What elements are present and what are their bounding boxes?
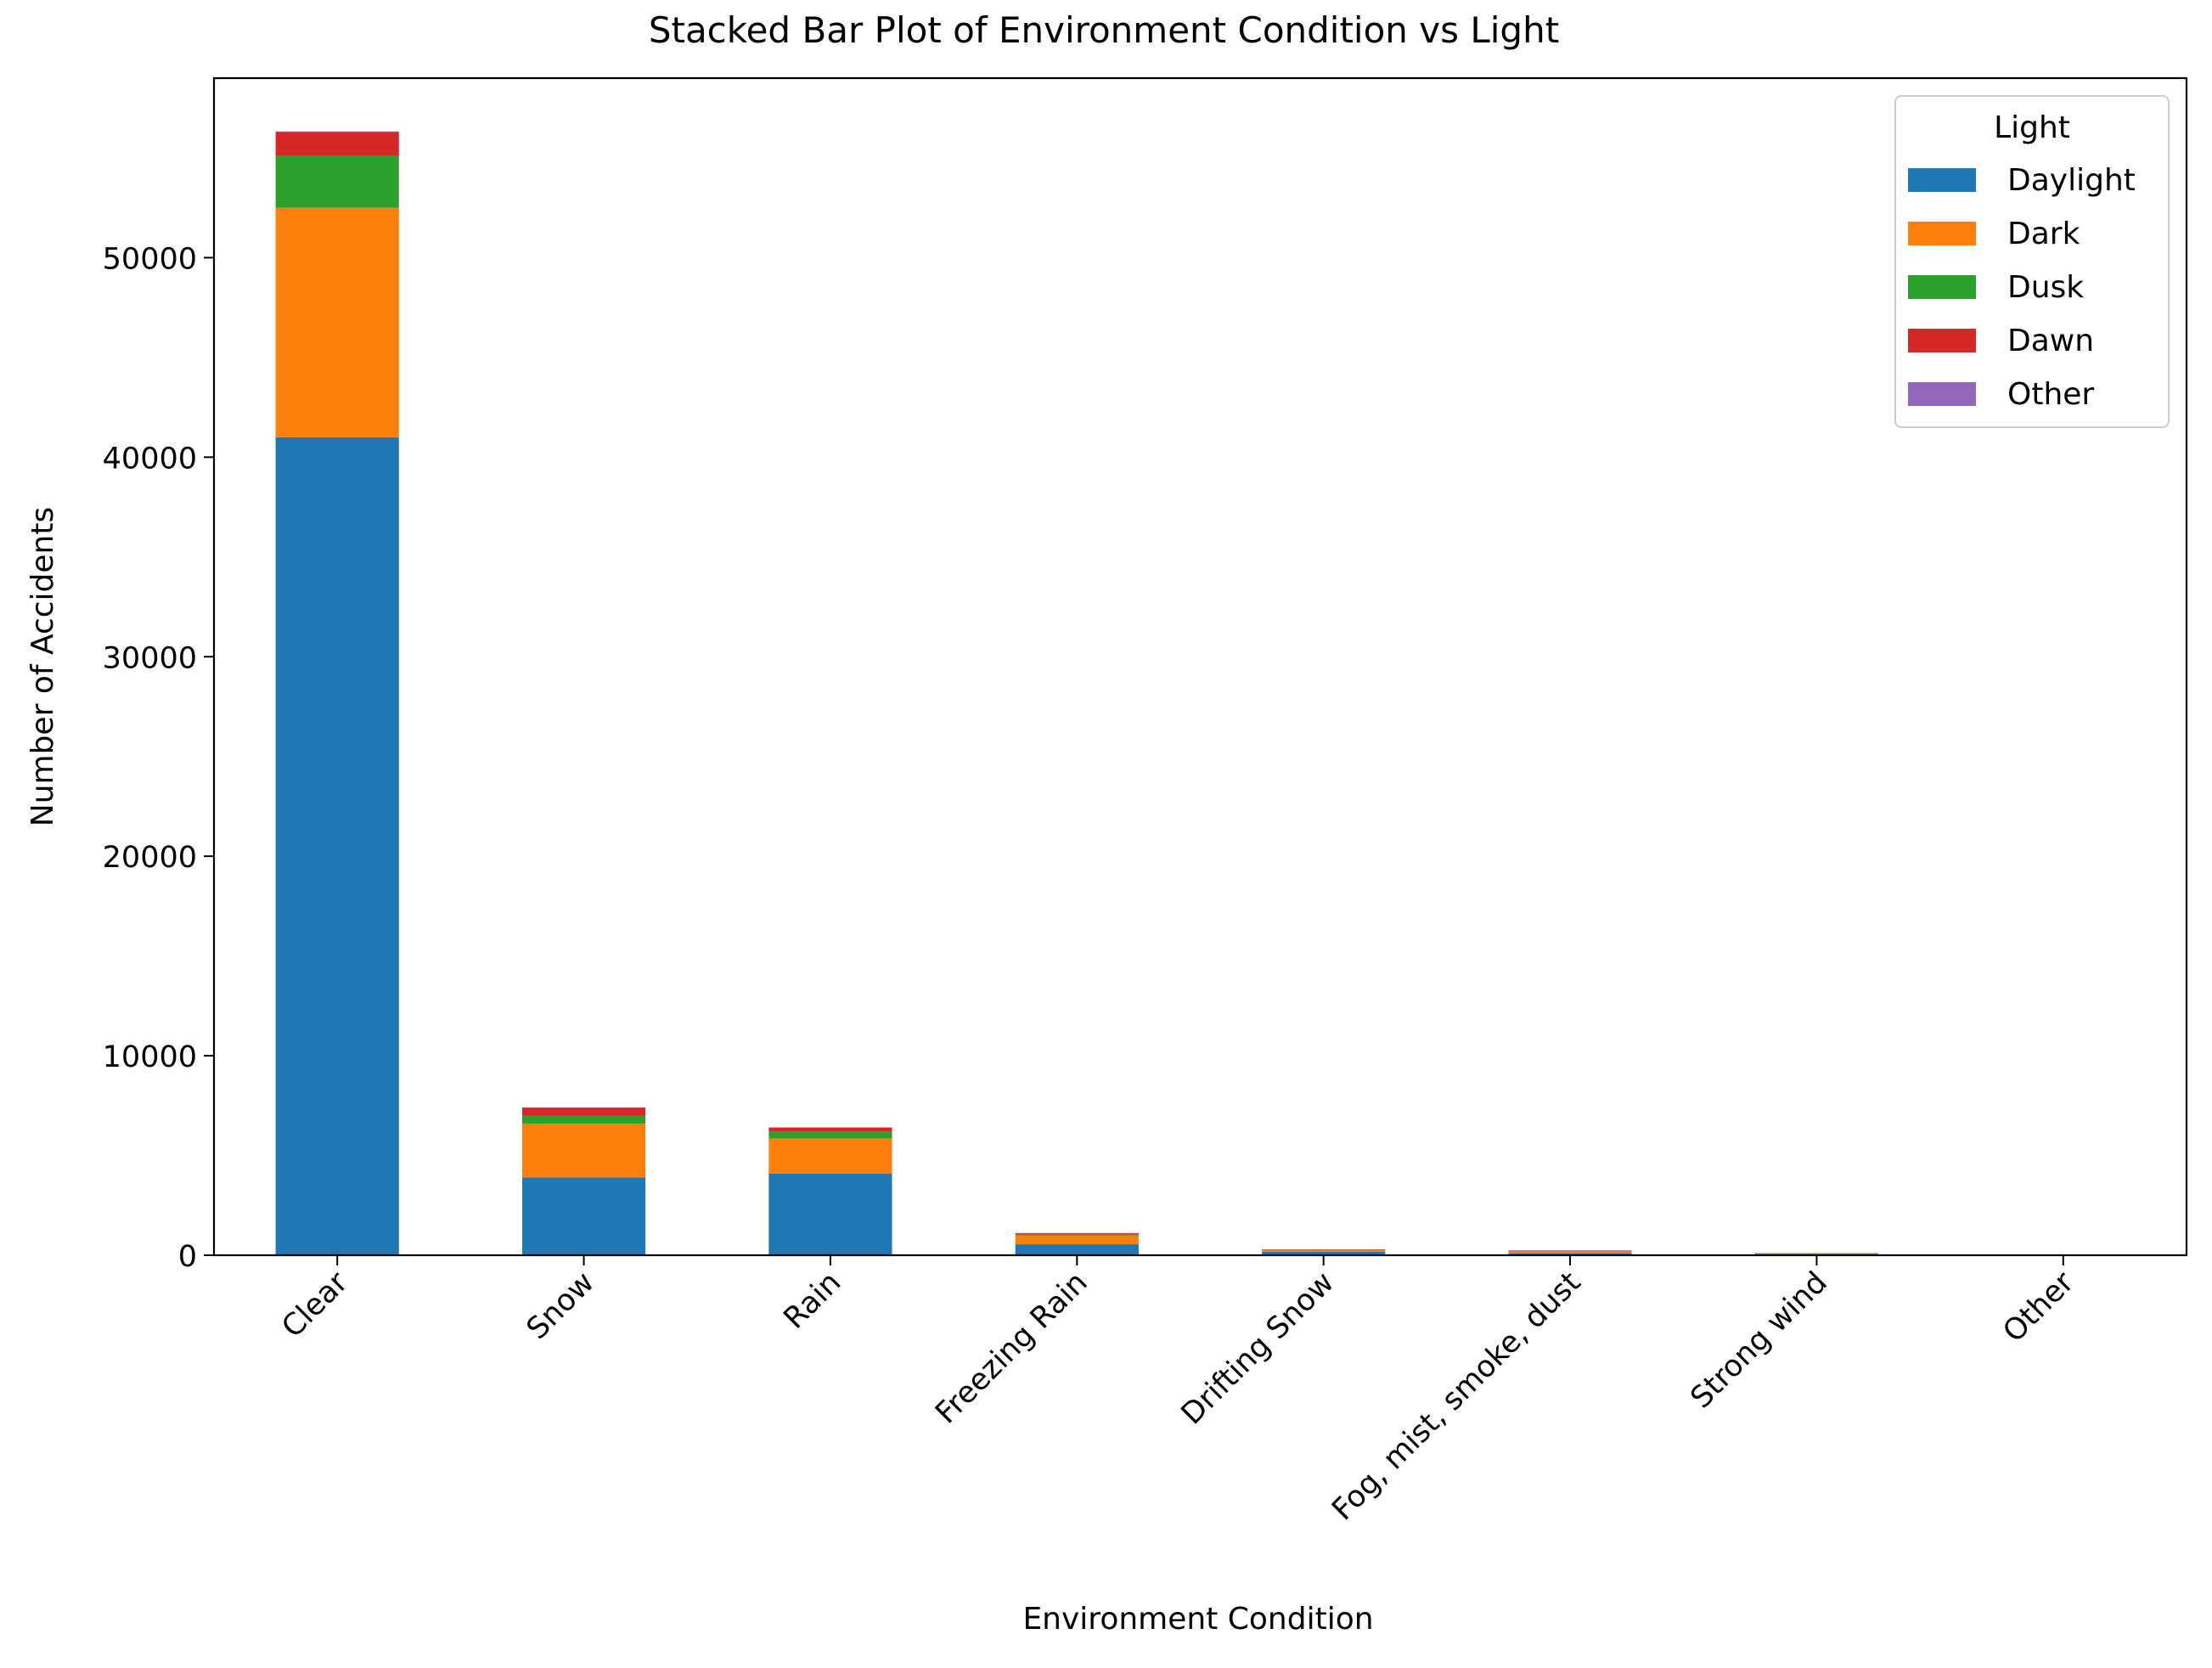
bar-segment-other-5 bbox=[1508, 1250, 1632, 1251]
bar-segment-dark-3 bbox=[1015, 1235, 1139, 1245]
legend-label-daylight: Daylight bbox=[2007, 163, 2136, 198]
bar-segment-dusk-3 bbox=[1015, 1234, 1139, 1236]
x-tick-label: Drifting Snow bbox=[1175, 1265, 1341, 1431]
legend-swatch-dawn bbox=[1908, 329, 1976, 352]
bar-segment-dark-4 bbox=[1262, 1249, 1386, 1252]
bar-segment-dawn-1 bbox=[521, 1107, 646, 1116]
legend-label-other: Other bbox=[2007, 377, 2094, 412]
bar-segment-other-2 bbox=[768, 1127, 892, 1128]
y-tick-label: 10000 bbox=[103, 1040, 197, 1074]
legend-title: Light bbox=[1994, 110, 2070, 145]
legend-swatch-dusk bbox=[1908, 275, 1976, 299]
bar-segment-other-3 bbox=[1015, 1232, 1139, 1234]
y-tick-label: 0 bbox=[178, 1240, 197, 1274]
bar-segment-dark-5 bbox=[1508, 1250, 1632, 1254]
legend: Light Daylight Dark Dusk Dawn Other bbox=[1894, 95, 2170, 428]
legend-label-dark: Dark bbox=[2007, 217, 2080, 251]
bars-layer bbox=[275, 131, 2125, 1256]
x-tick-label: Strong wind bbox=[1685, 1265, 1834, 1415]
bar-segment-daylight-4 bbox=[1262, 1251, 1386, 1255]
bar-segment-dawn-2 bbox=[768, 1127, 892, 1132]
bar-segment-dusk-1 bbox=[521, 1115, 646, 1124]
x-tick-label: Other bbox=[1997, 1265, 2081, 1350]
x-axis-label: Environment Condition bbox=[1022, 1602, 1373, 1637]
bar-segment-dusk-2 bbox=[768, 1131, 892, 1139]
y-tick-label: 50000 bbox=[103, 242, 197, 276]
bar-segment-dawn-3 bbox=[1015, 1232, 1139, 1235]
chart-title: Stacked Bar Plot of Environment Conditio… bbox=[649, 9, 1559, 51]
bar-segment-other-4 bbox=[1262, 1249, 1386, 1250]
bar-segment-daylight-2 bbox=[768, 1173, 892, 1255]
legend-swatch-other bbox=[1908, 382, 1976, 406]
legend-swatch-daylight bbox=[1908, 168, 1976, 192]
bar-segment-dusk-0 bbox=[275, 155, 399, 208]
y-tick-label: 40000 bbox=[103, 442, 197, 476]
bar-segment-dark-0 bbox=[275, 207, 399, 437]
bar-segment-dark-2 bbox=[768, 1138, 892, 1174]
x-tick-label: Clear bbox=[276, 1265, 355, 1344]
bar-segment-dark-1 bbox=[521, 1123, 646, 1178]
bar-segment-dawn-0 bbox=[275, 132, 399, 156]
plot-frame bbox=[212, 76, 2188, 1257]
legend-label-dusk: Dusk bbox=[2007, 270, 2084, 305]
legend-swatch-dark bbox=[1908, 222, 1976, 245]
bar-segment-daylight-3 bbox=[1015, 1244, 1139, 1255]
bar-segment-other-1 bbox=[521, 1107, 646, 1108]
axes-layer: 0 10000 20000 30000 40000 50000 Clear Snow Rain F… bbox=[103, 76, 2188, 1527]
y-tick-label: 30000 bbox=[103, 641, 197, 675]
legend-label-dawn: Dawn bbox=[2007, 324, 2094, 358]
bar-segment-daylight-5 bbox=[1508, 1253, 1632, 1255]
x-tick-label: Fog, mist, smoke, dust bbox=[1326, 1265, 1587, 1527]
x-tick-label: Freezing Rain bbox=[929, 1265, 1094, 1430]
bar-segment-daylight-1 bbox=[521, 1177, 646, 1255]
y-tick-label: 20000 bbox=[103, 841, 197, 875]
bar-segment-daylight-0 bbox=[275, 437, 399, 1255]
x-tick-label: Snow bbox=[521, 1265, 601, 1346]
y-axis-label: Number of Accidents bbox=[25, 507, 60, 826]
x-tick-label: Rain bbox=[778, 1265, 848, 1336]
